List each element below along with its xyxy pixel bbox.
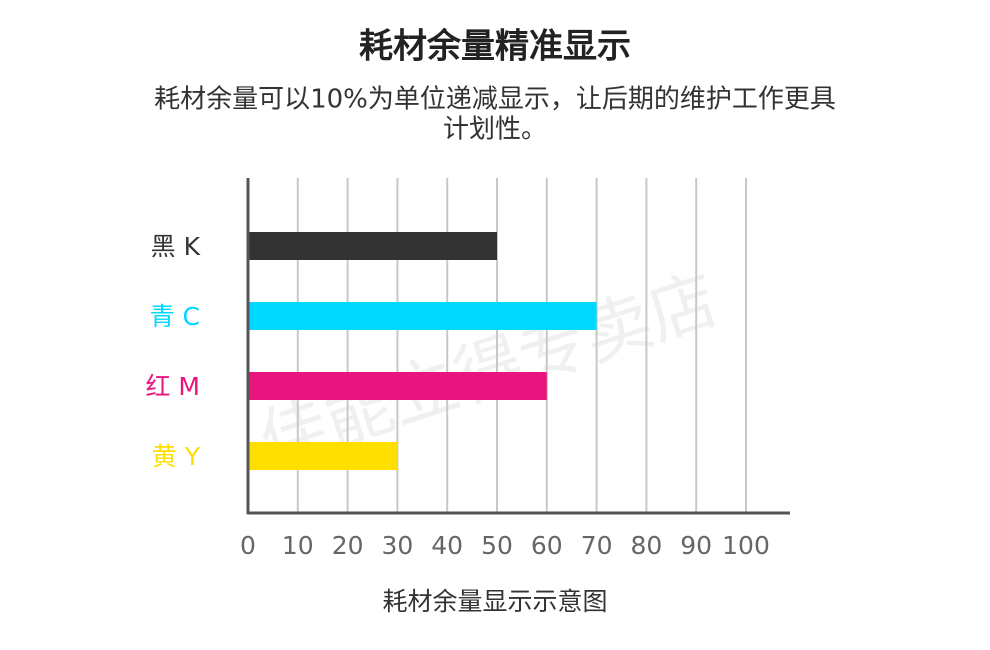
x-tick-label: 20 <box>332 531 364 560</box>
x-tick-label: 0 <box>240 531 256 560</box>
subtitle: 计划性。 <box>443 115 547 145</box>
y-tick-label: 红 M <box>145 372 200 401</box>
x-tick-label: 30 <box>381 531 413 560</box>
bar <box>248 442 398 470</box>
y-tick-label: 黄 Y <box>152 442 201 471</box>
x-tick-label: 70 <box>581 531 613 560</box>
x-tick-label: 40 <box>431 531 463 560</box>
x-tick-label: 90 <box>680 531 712 560</box>
x-tick-label: 60 <box>531 531 563 560</box>
x-tick-label: 80 <box>630 531 662 560</box>
bar <box>248 372 547 400</box>
x-tick-label: 10 <box>282 531 314 560</box>
x-axis-label: 耗材余量显示示意图 <box>382 587 607 616</box>
x-tick-label: 50 <box>481 531 513 560</box>
bar <box>248 302 597 330</box>
y-tick-label: 青 C <box>150 302 200 331</box>
x-tick-label: 100 <box>722 531 770 560</box>
bar <box>248 232 497 260</box>
chart-title: 耗材余量精准显示 <box>359 27 631 67</box>
subtitle: 耗材余量可以10%为单位递减显示，让后期的维护工作更具 <box>154 85 836 115</box>
y-tick-label: 黑 K <box>151 232 201 261</box>
